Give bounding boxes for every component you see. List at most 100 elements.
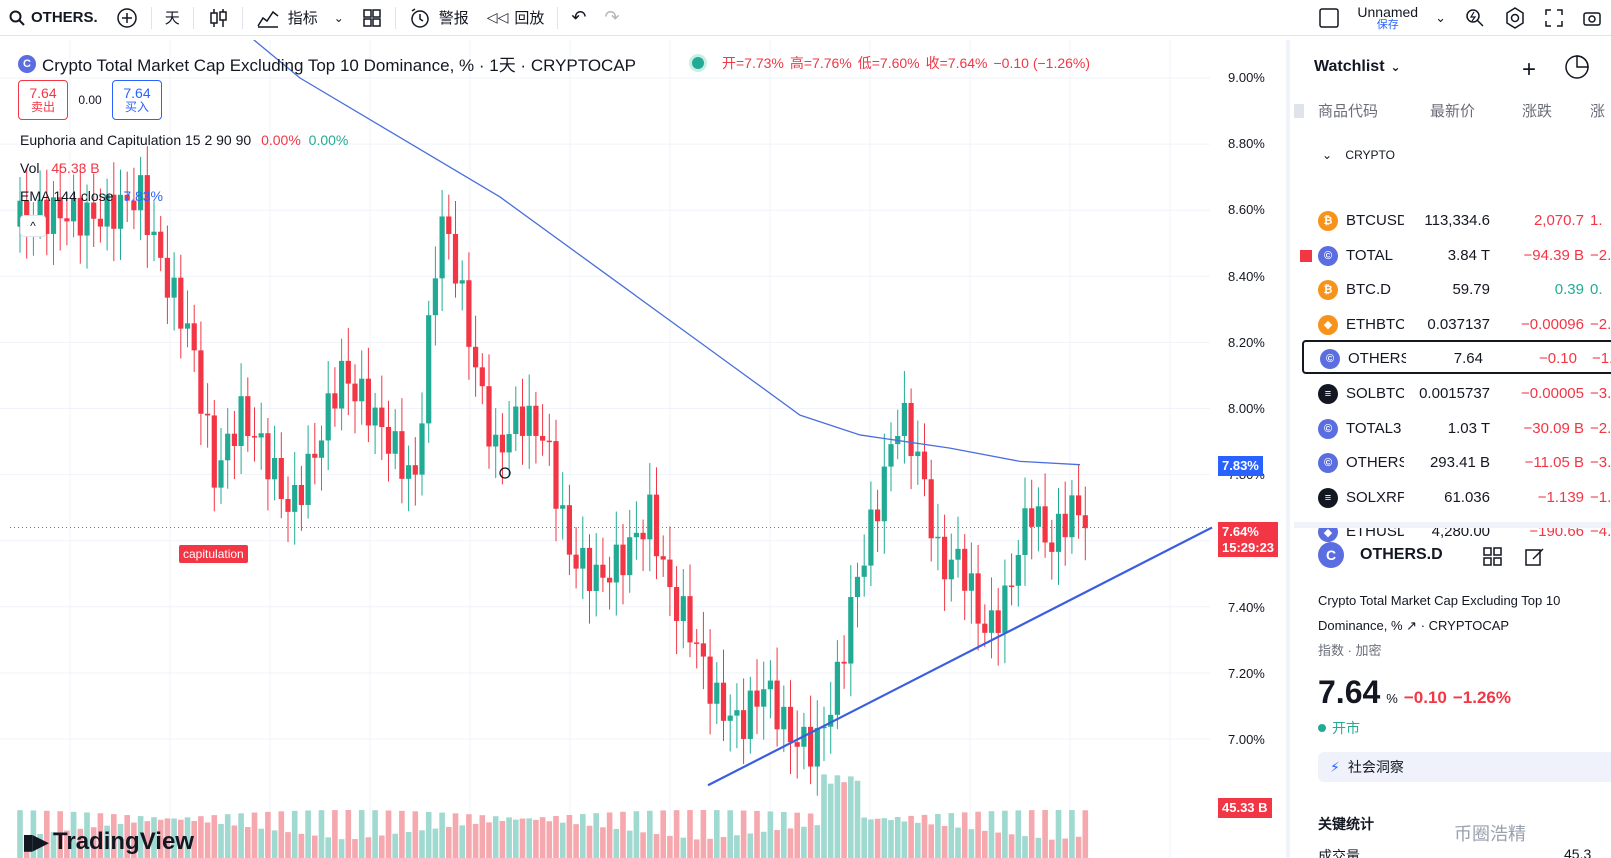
layout-button[interactable] (1309, 0, 1349, 36)
candle-body (593, 564, 599, 592)
column-handle (1294, 104, 1304, 118)
volume-bar (801, 826, 807, 858)
indicators-button[interactable]: 指标 ⌄ (247, 0, 353, 36)
candle-body (473, 346, 479, 368)
price-axis-tick: 8.80% (1228, 136, 1265, 152)
candle-body (828, 714, 834, 727)
price-cell: 113,334.6 (1424, 212, 1490, 229)
chart-type-button[interactable] (198, 0, 238, 36)
volume-bar (714, 810, 720, 858)
pie-chart-icon[interactable] (1564, 54, 1590, 80)
undo-button[interactable]: ↶ (562, 0, 595, 36)
col-change-pct[interactable]: 涨 (1590, 103, 1606, 120)
candle-body (459, 280, 465, 284)
social-insights-button[interactable]: ⚡ 社会洞察 (1318, 752, 1611, 782)
watchlist-group-crypto[interactable]: ⌄ CRYPTO (1322, 148, 1395, 162)
volume-bar (1035, 837, 1042, 858)
watchlist-title-button[interactable]: Watchlist ⌄ (1314, 58, 1401, 76)
candle-body (144, 175, 150, 236)
volume-bar (30, 810, 37, 858)
col-symbol[interactable]: 商品代码 (1318, 103, 1379, 120)
volume-bar (218, 823, 224, 858)
watchlist-column-headers: 商品代码 最新价 涨跌 涨 (1294, 100, 1611, 126)
col-change[interactable]: 涨跌 (1522, 103, 1553, 120)
candle-body (419, 423, 425, 475)
watchlist-row[interactable]: ≡ SOLXRP 61.036 −1.139 −1. (1294, 481, 1611, 515)
price-chart[interactable] (0, 40, 1290, 858)
candle-body (1042, 506, 1048, 543)
volume-bar (231, 825, 238, 858)
indicator-ema-legend[interactable]: EMA 144 close 7.83% (20, 188, 163, 204)
candle-body (305, 453, 311, 505)
details-symbol[interactable]: OTHERS.D (1360, 546, 1443, 563)
volume-bar (533, 819, 539, 858)
volume-bar (392, 833, 398, 858)
replay-button[interactable]: ◁◁ 回放 (478, 0, 554, 36)
candle-body (794, 742, 800, 747)
volume-bar (419, 830, 425, 858)
volume-bar (513, 819, 519, 858)
col-last[interactable]: 最新价 (1430, 103, 1476, 120)
buy-button[interactable]: 7.64 买入 (112, 80, 162, 120)
volume-bar (519, 818, 526, 858)
candle-body (982, 623, 988, 633)
watchlist-row[interactable]: ◆ ETHBTC 0.037137 −0.00096 −2. (1294, 308, 1611, 342)
add-symbol-button[interactable]: + (1522, 56, 1536, 84)
watchlist-row[interactable]: © OTHERS 293.41 B −11.05 B −3. (1294, 446, 1611, 480)
volume-bar (948, 813, 955, 858)
watchlist-row[interactable]: © TOTAL3 1.03 T −30.09 B −2. (1294, 412, 1611, 446)
settings-button[interactable] (1495, 0, 1535, 36)
edit-icon[interactable] (1524, 546, 1546, 568)
candle-body (184, 323, 191, 329)
collapse-legend-button[interactable]: ^ (20, 215, 46, 237)
grid-icon[interactable] (1482, 546, 1504, 568)
indicator-volume-legend[interactable]: Vol 45.33 B (20, 160, 100, 176)
top-toolbar: OTHERS. 天 指标 ⌄ 警报 ◁◁ 回放 ↶ ↷ (0, 0, 1611, 36)
watchlist-row[interactable]: © TOTAL 3.84 T −94.39 B −2. (1294, 239, 1611, 273)
watchlist-row[interactable]: ₿ BTC.D 59.79 0.39 0. (1294, 273, 1611, 307)
redo-button[interactable]: ↷ (595, 0, 628, 36)
symbol-search-button[interactable]: OTHERS. (0, 0, 107, 36)
compare-button[interactable] (107, 0, 147, 36)
volume-bar (191, 821, 197, 858)
volume-bar (935, 813, 941, 858)
sell-button[interactable]: 7.64 卖出 (18, 80, 68, 120)
volume-bar (412, 811, 419, 858)
fullscreen-button[interactable] (1535, 0, 1573, 36)
candle-body (24, 200, 30, 226)
key-stats-title: 关键统计 (1318, 816, 1374, 832)
volume-bar (975, 811, 981, 858)
indicator-name: Vol (20, 160, 40, 176)
candle-body (1009, 585, 1015, 588)
external-link-icon[interactable]: ↗ (1406, 618, 1418, 633)
chart-pane[interactable] (0, 40, 1290, 858)
volume-bar (854, 780, 861, 858)
layout-menu-button[interactable]: ⌄ (1426, 0, 1455, 36)
templates-button[interactable] (353, 0, 391, 36)
watchlist-row[interactable]: ₿ BTCUSD 113,334.6 2,070.7 1. (1294, 204, 1611, 238)
chart-legend-title[interactable]: C Crypto Total Market Cap Excluding Top … (18, 51, 636, 76)
watchlist-row[interactable]: © OTHERS 7.64 −0.10 −1. (1302, 340, 1611, 375)
quick-search-button[interactable] (1455, 0, 1495, 36)
candle-body (325, 393, 331, 441)
layout-square-icon (1319, 8, 1340, 28)
flag-icon[interactable] (1300, 249, 1312, 262)
interval-button[interactable]: 天 (164, 10, 180, 27)
watchlist-row[interactable]: ≡ SOLBTC 0.0015737 −0.00005 −3. (1294, 377, 1611, 411)
volume-bar (988, 811, 995, 858)
volume-bar (680, 837, 687, 858)
indicator-euphoria-legend[interactable]: Euphoria and Capitulation 15 2 90 90 0.0… (20, 132, 348, 148)
volume-bar (439, 812, 445, 858)
candle-body (178, 277, 184, 329)
candle-body (272, 458, 278, 480)
change-cell: −0.10 (1539, 350, 1577, 368)
toolbar-divider (394, 6, 396, 29)
snapshot-button[interactable] (1573, 0, 1611, 36)
alert-button[interactable]: 警报 (400, 0, 478, 36)
volume-bar (700, 810, 707, 858)
save-layout-button[interactable]: Unnamed 保存 (1357, 5, 1418, 31)
change-pct-cell: −2. (1590, 419, 1611, 437)
candle-body (1015, 554, 1021, 586)
tradingview-logo[interactable]: ▮▶ TradingView (22, 828, 194, 856)
change-cell: −0.00005 (1521, 385, 1584, 402)
